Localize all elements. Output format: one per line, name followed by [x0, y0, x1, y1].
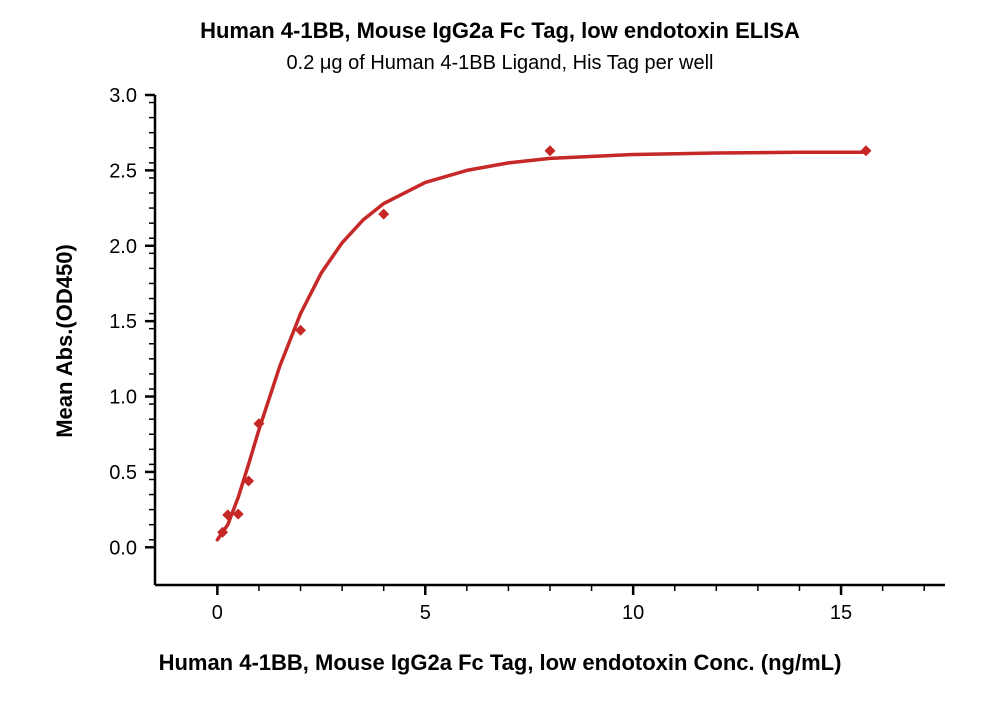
chart-container: Human 4-1BB, Mouse IgG2a Fc Tag, low end… — [0, 0, 1000, 702]
svg-text:1.5: 1.5 — [109, 311, 137, 333]
svg-text:0.0: 0.0 — [109, 537, 137, 559]
svg-text:0.5: 0.5 — [109, 462, 137, 484]
svg-text:3.0: 3.0 — [109, 85, 137, 107]
svg-text:2.5: 2.5 — [109, 160, 137, 182]
svg-text:1.0: 1.0 — [109, 387, 137, 409]
plot-svg: 0.0 0.5 1.0 1.5 2.0 2.5 3.0 0 5 10 15 — [0, 0, 1000, 702]
svg-text:2.0: 2.0 — [109, 236, 137, 258]
svg-text:15: 15 — [830, 602, 852, 624]
svg-text:0: 0 — [212, 602, 223, 624]
svg-text:10: 10 — [622, 602, 644, 624]
svg-text:5: 5 — [420, 602, 431, 624]
